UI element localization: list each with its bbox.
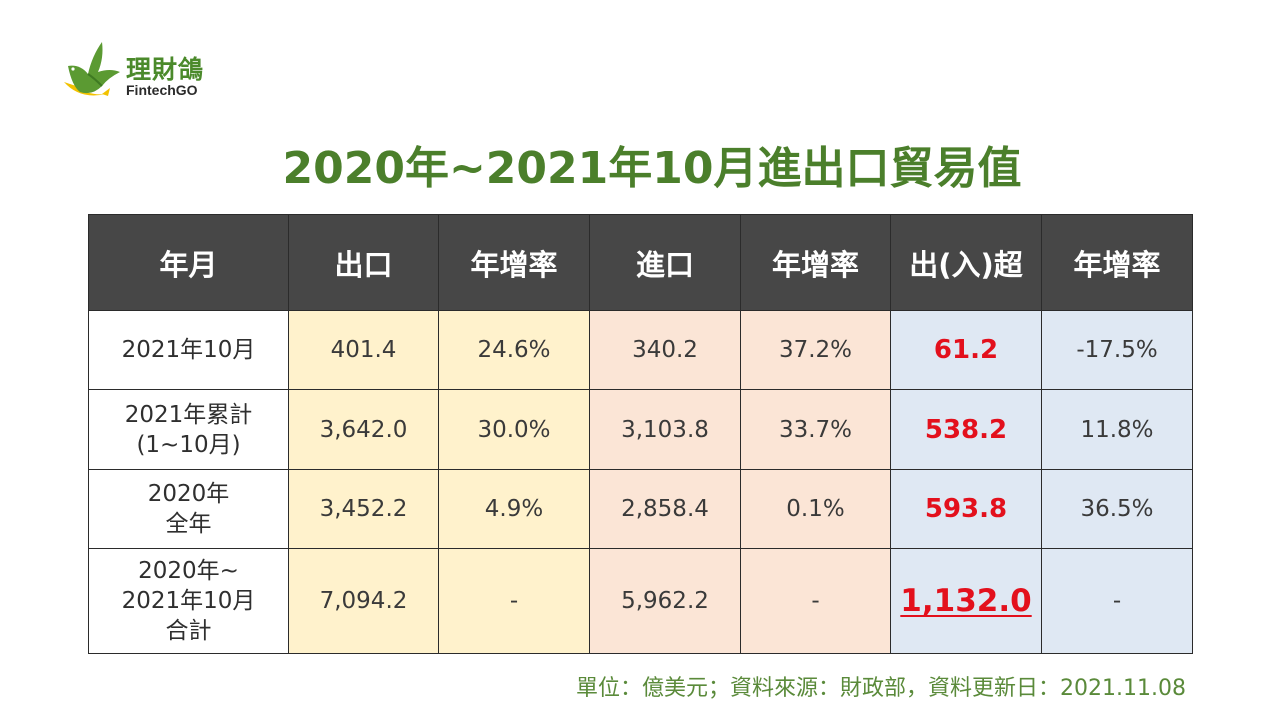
export-cell: 7,094.2 <box>288 548 439 654</box>
balance-cell: 593.8 <box>890 469 1042 549</box>
page-title: 2020年~2021年10月進出口貿易值 <box>282 143 1022 194</box>
balance-growth-cell: 11.8% <box>1041 389 1193 470</box>
export-cell: 401.4 <box>288 310 439 390</box>
row-label: 2021年10月 <box>88 310 289 390</box>
import-growth-cell: 0.1% <box>740 469 891 549</box>
trade-table: 年月 出口 年增率 進口 年增率 出(入)超 年增率 2021年10月 401.… <box>88 214 1193 654</box>
header-month: 年月 <box>88 214 289 311</box>
balance-cell: 61.2 <box>890 310 1042 390</box>
table-row: 2021年10月 401.4 24.6% 340.2 37.2% 61.2 -1… <box>88 310 1193 390</box>
import-growth-cell: - <box>740 548 891 654</box>
row-label: 2020年 全年 <box>88 469 289 549</box>
balance-total-cell: 1,132.0 <box>890 548 1042 654</box>
import-cell: 5,962.2 <box>589 548 741 654</box>
export-cell: 3,642.0 <box>288 389 439 470</box>
header-export-growth: 年增率 <box>438 214 590 311</box>
header-export: 出口 <box>288 214 439 311</box>
row-label: 2020年~ 2021年10月 合計 <box>88 548 289 654</box>
header-import-growth: 年增率 <box>740 214 891 311</box>
import-cell: 3,103.8 <box>589 389 741 470</box>
export-growth-cell: - <box>438 548 590 654</box>
source-note: 單位：億美元；資料來源：財政部，資料更新日：2021.11.08 <box>576 676 1186 701</box>
balance-growth-cell: 36.5% <box>1041 469 1193 549</box>
header-balance: 出(入)超 <box>890 214 1042 311</box>
table-row: 2020年 全年 3,452.2 4.9% 2,858.4 0.1% 593.8 … <box>88 469 1193 549</box>
balance-growth-cell: - <box>1041 548 1193 654</box>
logo-name: 理財鴿 <box>126 55 205 84</box>
export-growth-cell: 30.0% <box>438 389 590 470</box>
balance-growth-cell: -17.5% <box>1041 310 1193 390</box>
export-growth-cell: 4.9% <box>438 469 590 549</box>
import-growth-cell: 37.2% <box>740 310 891 390</box>
table-row: 2021年累計 (1~10月) 3,642.0 30.0% 3,103.8 33.… <box>88 389 1193 470</box>
import-cell: 2,858.4 <box>589 469 741 549</box>
table-header-row: 年月 出口 年增率 進口 年增率 出(入)超 年增率 <box>88 214 1193 311</box>
export-growth-cell: 24.6% <box>438 310 590 390</box>
brand-logo: 理財鴿 FintechGO <box>58 38 218 104</box>
header-import: 進口 <box>589 214 741 311</box>
import-cell: 340.2 <box>589 310 741 390</box>
balance-cell: 538.2 <box>890 389 1042 470</box>
dove-logo-icon <box>64 42 120 96</box>
row-label: 2021年累計 (1~10月) <box>88 389 289 470</box>
import-growth-cell: 33.7% <box>740 389 891 470</box>
header-balance-growth: 年增率 <box>1041 214 1193 311</box>
logo-subtitle: FintechGO <box>126 82 198 98</box>
export-cell: 3,452.2 <box>288 469 439 549</box>
table-row: 2020年~ 2021年10月 合計 7,094.2 - 5,962.2 - 1,1… <box>88 548 1193 654</box>
